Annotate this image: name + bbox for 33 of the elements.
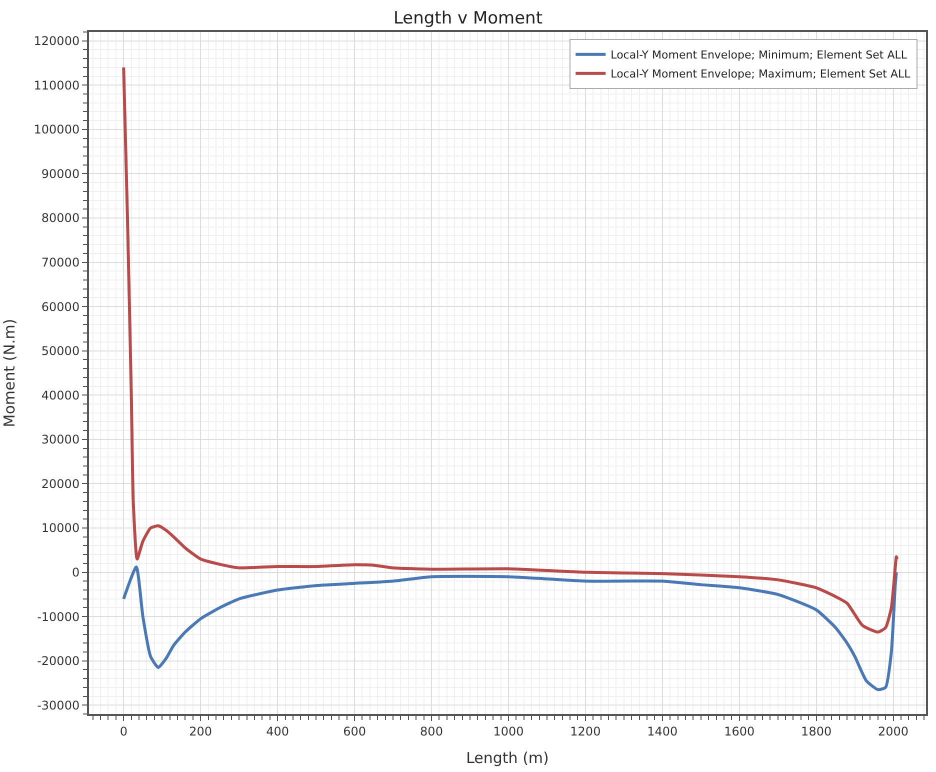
y-tick-label: 60000: [41, 300, 80, 314]
y-tick-label: 100000: [34, 122, 80, 137]
y-tick-label: 70000: [41, 255, 80, 270]
y-tick-label: -30000: [37, 698, 80, 712]
x-tick-label: 1800: [801, 724, 832, 738]
x-tick-label: 0: [120, 724, 128, 738]
x-tick-label: 1000: [493, 724, 524, 738]
legend-label: Local-Y Moment Envelope; Maximum; Element Set ALL: [610, 68, 912, 81]
x-tick-label: 800: [420, 724, 443, 738]
x-tick-label: 600: [343, 724, 366, 738]
y-tick-label: 20000: [41, 476, 80, 491]
y-tick-label: -20000: [37, 654, 80, 668]
y-tick-label: 110000: [34, 78, 80, 92]
x-tick-label: 2000: [878, 724, 909, 738]
x-axis-title: Length (m): [466, 748, 549, 767]
y-tick-label: 40000: [41, 388, 80, 402]
y-tick-label: 50000: [41, 344, 80, 358]
y-tick-label: -10000: [37, 610, 80, 624]
y-tick-label: 80000: [41, 211, 80, 226]
x-tick-label: 1600: [724, 724, 755, 738]
x-tick-label: 400: [266, 724, 290, 738]
x-tick-label: 1200: [570, 724, 601, 738]
y-tick-label: 30000: [41, 432, 80, 447]
y-tick-label: 0: [72, 565, 80, 580]
line-series: [122, 565, 898, 692]
legend-label: Local-Y Moment Envelope; Minimum; Element Set ALL: [610, 48, 908, 62]
x-tick-label: 200: [189, 724, 212, 738]
y-tick-label: 90000: [41, 166, 80, 181]
y-tick-label: 10000: [41, 521, 80, 536]
chart-title: Length v Moment: [393, 8, 543, 28]
y-axis-title: Moment (N.m): [0, 318, 19, 428]
y-tick-label: 120000: [34, 34, 80, 48]
x-tick-label: 1400: [647, 724, 678, 738]
